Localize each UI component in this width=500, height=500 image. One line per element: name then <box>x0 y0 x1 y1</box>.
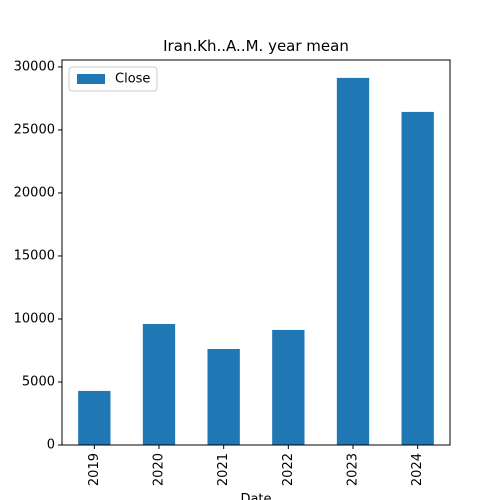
x-tick-label: 2023 <box>346 453 361 486</box>
y-tick-label: 5000 <box>22 374 55 389</box>
bar <box>401 111 434 445</box>
bar <box>272 329 305 445</box>
bar <box>336 77 370 445</box>
bar <box>207 348 240 445</box>
legend-label: Close <box>115 72 150 87</box>
y-tick-label: 25000 <box>14 122 55 137</box>
legend: Close <box>68 66 158 92</box>
y-tick-label: 15000 <box>14 248 55 263</box>
legend-box <box>68 66 158 92</box>
y-tick-label: 30000 <box>14 59 55 74</box>
x-tick-label: 2021 <box>216 453 231 486</box>
x-tick-label: 2020 <box>152 453 167 486</box>
x-tick-label: 2024 <box>410 453 425 486</box>
chart-title: Iran.Kh..A..M. year mean <box>163 37 349 55</box>
y-tick-label: 20000 <box>14 185 55 200</box>
x-tick-label: 2019 <box>87 453 102 486</box>
bar <box>142 324 176 445</box>
plot-frame <box>61 59 451 446</box>
x-tick-label: 2022 <box>281 453 296 486</box>
bar <box>78 390 111 445</box>
x-axis-label: Date <box>240 492 271 500</box>
y-tick-label: 10000 <box>14 311 55 326</box>
y-tick-label: 0 <box>47 438 55 453</box>
legend-swatch <box>77 74 105 84</box>
